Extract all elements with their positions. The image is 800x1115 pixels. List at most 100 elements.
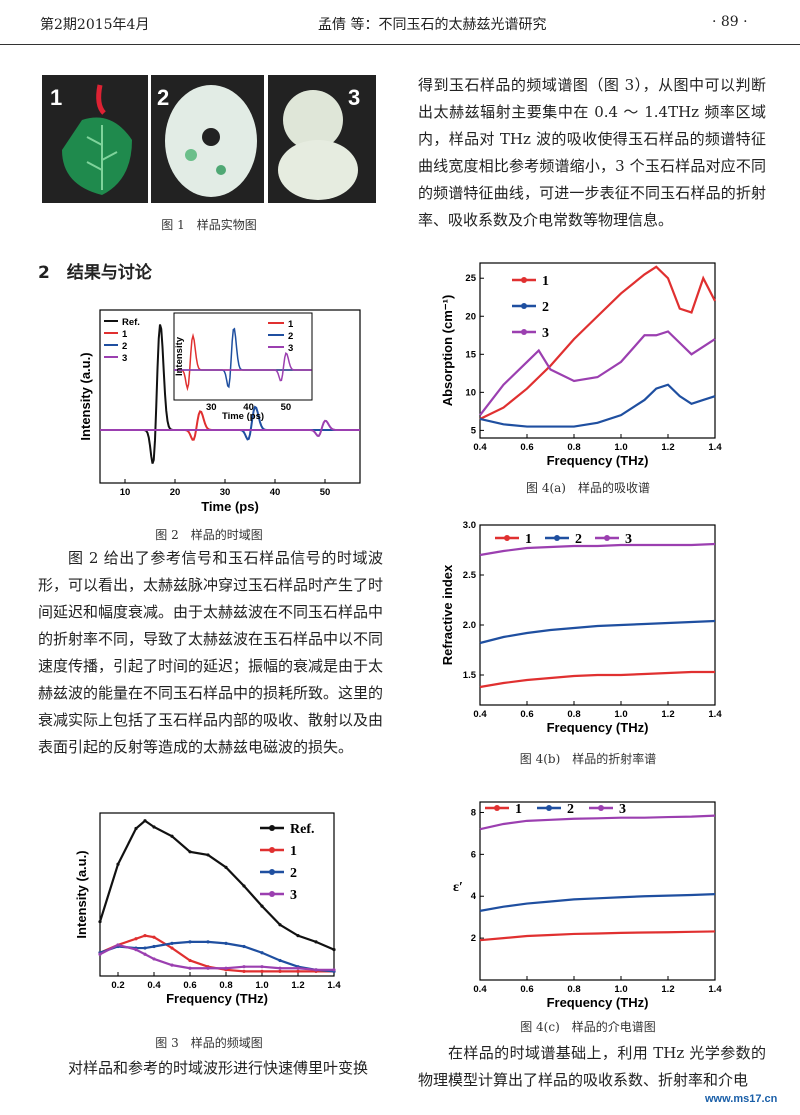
fig3-frequency-chart: 0.2 0.4 0.6 0.8 1.0 1.2 1.4 Frequency (THz) Inte… [74,812,341,1006]
legend-marker [269,869,275,875]
data-point [278,958,282,963]
data-point [260,969,264,973]
series-line-2 [479,619,716,645]
legend-marker [504,535,510,541]
y-tick-label: 3.0 [463,520,476,531]
y-tick-label: 5 [471,425,477,436]
legend-label-Ref.: Ref. [122,317,140,328]
data-point [242,884,246,888]
data-point [188,940,192,944]
y-axis-label: ε′ [453,880,463,895]
sample-photo-3: 3 [268,75,376,203]
legend-label-1: 1 [515,802,522,817]
data-point [242,965,246,969]
series-line-3 [479,330,716,416]
data-point [188,966,192,970]
inset-legend-label: 3 [288,343,293,354]
plot-frame [99,309,361,484]
data-point [152,944,156,949]
data-point [152,935,156,939]
sample-photo-1: 1 [42,75,148,203]
y-tick-label: 4 [471,891,477,902]
inset-y-axis-label: Intensity [174,336,185,376]
data-point [224,865,228,869]
data-point [296,966,300,970]
series-line-2 [479,893,716,912]
x-tick-label: 0.4 [147,980,161,991]
data-point [188,958,192,963]
data-point [260,951,264,955]
data-point [143,819,147,823]
x-tick-label: 0.8 [567,442,580,453]
legend-marker [521,303,527,309]
series-line-1 [479,265,716,420]
x-tick-label: 30 [220,487,231,498]
data-point [314,940,318,944]
legend-label-3: 3 [122,353,127,364]
series-line-1 [479,670,715,689]
data-point [134,826,138,831]
x-tick-label: 1.4 [708,442,722,453]
legend-marker [604,535,610,541]
legend-label-2: 2 [290,866,297,881]
fig4a-caption: 图 4(a) 样品的吸收谱 [526,481,650,495]
data-point [143,952,147,956]
x-tick-label: 0.6 [520,709,533,720]
y-axis-label: Intensity (a.u.) [74,850,89,938]
legend-label-2: 2 [122,341,127,352]
photo-label-3: 3 [348,85,360,110]
y-tick-label: 1.5 [463,670,477,681]
data-point [116,862,120,866]
series-line-3 [479,814,716,831]
legend-label-2: 2 [567,802,574,817]
x-axis-label: Time (ps) [201,499,259,514]
x-tick-label: 50 [320,487,331,498]
plot-frame [479,801,716,981]
data-point [134,937,138,941]
data-point [170,963,174,967]
data-point [224,966,228,970]
x-tick-label: 0.4 [473,709,487,720]
plot-frame [479,262,716,439]
x-tick-label: 0.8 [567,709,580,720]
x-tick-label: 1.4 [708,709,722,720]
article-running-title: 孟倩 等：不同玉石的太赫兹光谱研究 [318,17,547,33]
legend-marker [554,535,560,541]
section-heading: 2 结果与讨论 [38,263,152,283]
x-tick-label: 10 [120,487,131,498]
data-point [170,834,174,838]
legend-marker [521,277,527,283]
data-point [260,965,264,969]
x-tick-label: 0.6 [183,980,196,991]
data-point [206,853,210,857]
y-tick-label: 2 [471,933,476,944]
x-tick-label: 1.4 [327,980,341,991]
x-tick-label: 0.8 [219,980,232,991]
inset-x-tick-label: 40 [243,402,254,413]
x-axis-label: Frequency (THz) [547,995,649,1010]
legend-label-Ref.: Ref. [290,822,315,837]
fig3-caption: 图 3 样品的频域图 [155,1036,263,1050]
y-tick-label: 2.0 [463,620,476,631]
legend-label-3: 3 [619,802,626,817]
journal-issue: 第2期2015年4月 [40,17,150,33]
series-line-2 [479,383,716,428]
plot-frame [99,812,335,977]
inset-x-axis-label: Time (ps) [222,411,264,422]
legend-label-1: 1 [525,532,532,547]
y-tick-label: 10 [465,387,476,398]
fig4a-absorption-chart: 0.4 0.6 0.8 1.0 1.2 1.4 5 10 15 20 25 Frequency (TH… [440,262,722,468]
x-tick-label: 1.0 [255,980,268,991]
legend-marker [269,847,275,853]
fig2-caption: 图 2 样品的时域图 [155,528,263,542]
y-tick-label: 8 [471,807,476,818]
legend-label-1: 1 [122,329,128,340]
legend-marker [546,805,552,811]
y-axis-label: Refractive index [440,564,455,665]
inset-x-tick-label: 50 [281,402,292,413]
fig4b-caption: 图 4(b) 样品的折射率谱 [519,752,657,766]
legend-label-3: 3 [625,532,632,547]
legend-label-1: 1 [542,274,549,289]
x-axis-label: Frequency (THz) [547,720,649,735]
x-axis-label: Frequency (THz) [166,991,268,1006]
